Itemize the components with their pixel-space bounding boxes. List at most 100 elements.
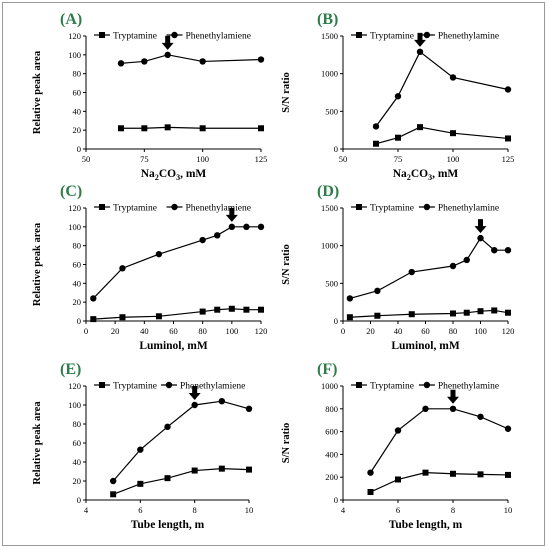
x-tick-label: 100 [225,326,238,336]
x-tick-label: 40 [394,326,403,336]
y-tick-label: 1000 [321,241,338,251]
x-tick-label: 125 [255,154,268,164]
data-point-square [395,134,401,141]
data-point-circle [477,234,484,242]
y-tick-label: 0 [334,144,338,154]
x-axis-title-part: , mM [432,168,458,180]
data-point-square [214,306,221,313]
y-tick-label: 80 [73,419,82,429]
x-tick-label: 80 [449,326,458,336]
panel-label: (B) [317,11,338,28]
chart-panel: 0 200 400 600 800 1000 4 6 8 10 (F) S/N ratio Tube l… [281,361,512,531]
optimum-arrow-icon [447,389,459,404]
panel-label: (D) [317,183,339,200]
y-tick-label: 40 [73,457,82,467]
x-axis-title-part: Na [141,168,155,180]
legend-square-marker [356,204,362,210]
data-point-square [118,125,124,132]
series-line-tryptamine [93,308,261,320]
data-point-square [505,471,511,478]
data-point-circle [257,56,265,63]
legend-label: Tryptamine [370,204,414,214]
x-tick-label: 0 [341,326,345,336]
data-point-square [477,471,484,478]
x-tick-label: 100 [196,154,209,164]
legend-label: Phenethylamiene [180,382,245,392]
y-tick-label: 0 [334,495,338,505]
data-point-circle [191,401,198,409]
y-tick-label: 60 [73,260,82,270]
figure-frame [2,2,545,546]
y-tick-label: 0 [334,316,338,326]
data-point-circle [141,58,148,65]
data-point-square [463,309,470,316]
optimum-arrow-icon [188,386,201,400]
data-point-circle [449,262,457,270]
panel-label: (E) [60,361,81,378]
y-tick-label: 40 [73,106,82,116]
series-line-phenethylamine [92,226,261,299]
series-line-phenethylamine [349,237,508,299]
legend-label: Tryptamine [113,382,157,392]
series-line-phenethylamine [369,408,509,473]
data-point-circle [408,268,415,276]
y-tick-label: 1500 [321,203,338,213]
data-point-square [395,476,401,483]
x-tick-label: 4 [341,505,346,515]
x-tick-label: 10 [245,505,254,515]
x-tick-label: 6 [396,505,400,515]
chart-panel: 0 500 1000 1500 0 20 40 60 80 100 120 (D) S/N ratio L… [281,183,514,352]
y-tick-label: 20 [73,125,82,135]
legend-square-marker [99,382,105,388]
y-axis-title: Relative peak area [32,401,43,485]
y-tick-label: 1000 [321,381,338,391]
optimum-arrow-icon [161,35,174,50]
y-axis-title: S/N ratio [281,423,292,464]
y-tick-label: 80 [73,241,82,251]
data-point-circle [228,223,236,231]
y-tick-label: 120 [68,381,81,391]
y-tick-label: 200 [325,472,338,482]
data-point-square [110,491,117,498]
y-tick-label: 60 [73,88,82,98]
chart-panel: 0 20 40 60 80 100 120 50 75 100 125 (A) Relative pea… [32,11,267,182]
x-axis-title-part: CO [411,168,428,180]
legend-label: Phenethylamine [438,204,499,214]
data-point-circle [137,446,144,453]
x-tick-label: 8 [193,505,197,515]
data-point-square [199,125,206,132]
x-tick-label: 8 [451,505,455,515]
legend-label: Phenethylamiene [186,204,251,214]
y-axis-title: Relative peak area [32,222,43,306]
data-point-square [450,310,456,317]
data-point-square [367,489,374,496]
data-point-circle [449,405,457,412]
data-point-square [164,475,171,482]
y-tick-label: 120 [68,31,81,41]
legend-square-marker [99,32,105,38]
data-point-circle [346,295,354,302]
data-point-circle [245,405,253,412]
y-tick-label: 1500 [321,31,338,41]
x-tick-label: 100 [474,326,487,336]
y-tick-label: 600 [325,427,338,437]
data-point-square [141,125,148,132]
data-point-circle [199,58,206,65]
y-tick-label: 120 [68,203,81,213]
x-tick-label: 120 [502,326,515,336]
x-axis-title-subscript: 2 [407,173,411,182]
legend-circle-marker [423,31,431,39]
data-point-square [155,313,162,320]
data-point-circle [394,93,402,100]
series-line-phenethylamine [375,50,509,127]
data-point-square [246,466,252,473]
legend-circle-marker [423,203,431,211]
x-axis-title: Luminol, mM [391,340,460,352]
y-axis-title: S/N ratio [281,244,292,285]
series-line-tryptamine [112,468,250,495]
data-point-circle [367,469,374,476]
chart-panel: 0 500 1000 1500 50 75 100 125 (B) S/N ratio Na2CO3… [281,11,514,182]
series-line-tryptamine [349,309,509,318]
optimum-arrow-icon [225,207,238,222]
x-axis-title: Tube length, m [131,519,205,531]
